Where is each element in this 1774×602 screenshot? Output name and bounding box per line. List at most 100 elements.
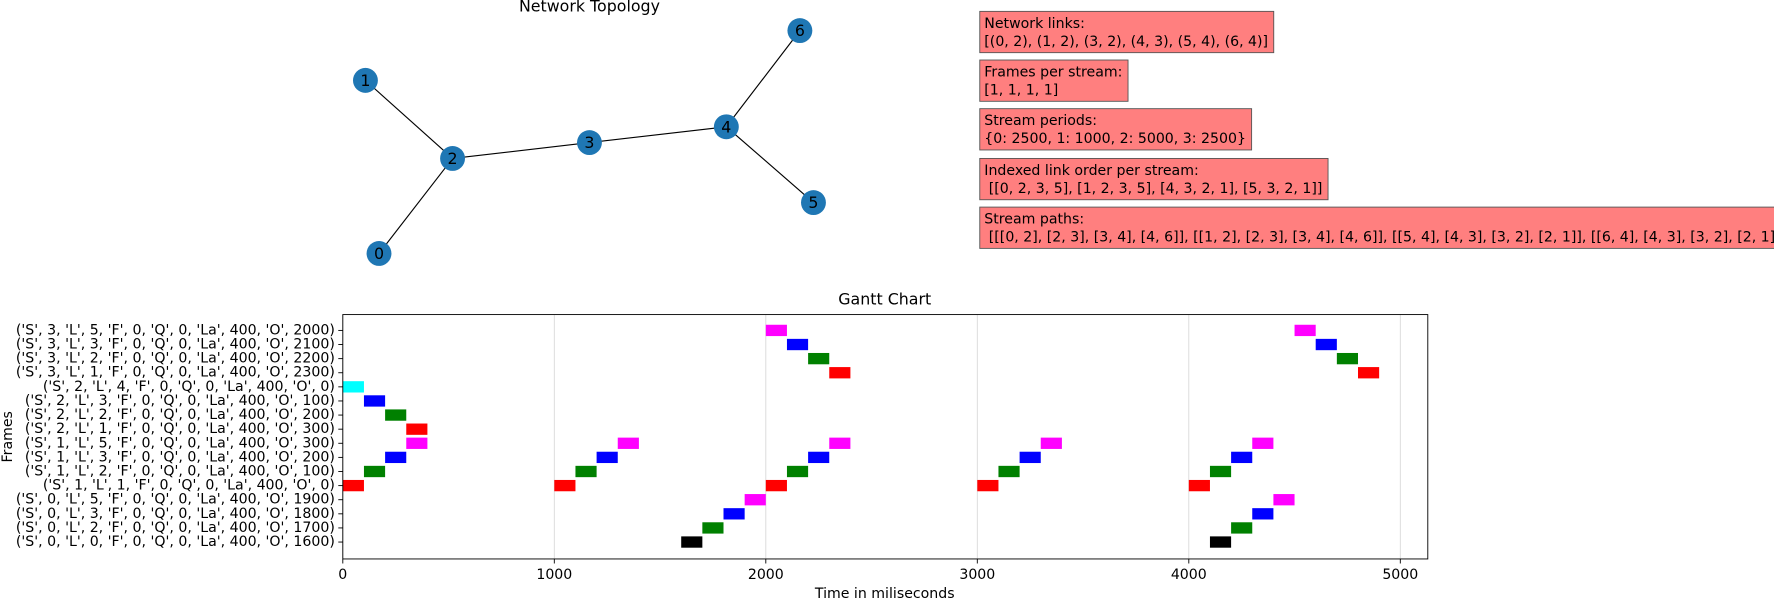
info-box-background (979, 206, 1774, 249)
chart-title: Gantt Chart (838, 289, 931, 308)
node-label: 1 (360, 71, 370, 90)
gantt-bar (1336, 352, 1359, 365)
y-tick-label: ('S', 2, 'L', 3, 'F', 0, 'Q', 0, 'La', 4… (25, 393, 335, 409)
gantt-bar (786, 338, 809, 351)
gantt-bar (1231, 522, 1253, 534)
network-edge (378, 158, 453, 254)
y-tick-label: ('S', 2, 'L', 4, 'F', 0, 'Q', 0, 'La', 4… (43, 379, 335, 395)
gantt-bar (786, 465, 809, 478)
network-node (713, 114, 739, 140)
network-node (352, 67, 378, 93)
gantt-bar (1231, 451, 1253, 464)
y-tick-label: ('S', 2, 'L', 1, 'F', 0, 'Q', 0, 'La', 4… (25, 421, 335, 437)
node-label: 6 (795, 21, 805, 40)
gantt-bar (1252, 508, 1274, 520)
y-tick-label: ('S', 3, 'L', 5, 'F', 0, 'Q', 0, 'La', 4… (16, 322, 335, 338)
node-label: 5 (808, 193, 818, 212)
y-tick-label: ('S', 0, 'L', 3, 'F', 0, 'Q', 0, 'La', 4… (16, 506, 335, 522)
gantt-bar (681, 536, 703, 548)
gantt-bar (829, 437, 851, 449)
network-node (801, 190, 826, 216)
gantt-bar (1019, 451, 1041, 464)
info-box-title: Stream periods: (984, 113, 1097, 129)
network-edge (725, 126, 814, 203)
info-box-text: {0: 2500, 1: 1000, 2: 5000, 3: 2500} (984, 131, 1246, 147)
gantt-bar (1040, 437, 1062, 449)
gantt-bar (575, 465, 597, 478)
info-box-text: [(0, 2), (1, 2), (3, 2), (4, 3), (5, 4),… (984, 34, 1268, 50)
plot-frame (342, 314, 1429, 560)
info-box-title: Stream paths: (984, 212, 1084, 228)
x-tick-label: 0 (338, 567, 347, 583)
y-tick-label: ('S', 3, 'L', 1, 'F', 0, 'Q', 0, 'La', 4… (16, 365, 335, 381)
gantt-bar (998, 465, 1020, 478)
gantt-bar (363, 465, 386, 478)
network-edge (452, 142, 590, 160)
node-label: 4 (721, 117, 731, 136)
network-node (366, 241, 392, 266)
y-tick-label: ('S', 0, 'L', 2, 'F', 0, 'Q', 0, 'La', 4… (16, 520, 335, 536)
gantt-bar (829, 367, 851, 379)
gantt-bar (554, 479, 576, 492)
node-label: 0 (374, 244, 384, 263)
x-tick-label: 4000 (1171, 567, 1207, 583)
info-box-background (979, 10, 1275, 54)
y-tick-label: ('S', 3, 'L', 2, 'F', 0, 'Q', 0, 'La', 4… (16, 351, 335, 367)
info-box-background (979, 157, 1329, 201)
gantt-bar (342, 479, 364, 492)
gantt-bar (977, 479, 999, 492)
info-box: Stream periods: {0: 2500, 1: 1000, 2: 500… (979, 108, 1253, 151)
network-edge (725, 30, 801, 128)
gantt-bar (596, 451, 618, 464)
gantt-bar (1252, 437, 1274, 449)
network-edge (589, 126, 727, 144)
info-box-background (979, 108, 1253, 151)
info-box: Indexed link order per stream: [[0, 2, 3… (979, 157, 1329, 201)
network-edge (365, 79, 453, 159)
network-node (440, 146, 465, 171)
x-tick-label: 2000 (748, 567, 784, 583)
y-tick-label: ('S', 1, 'L', 3, 'F', 0, 'Q', 0, 'La', 4… (25, 449, 335, 465)
gantt-bar (385, 451, 407, 464)
node-label: 3 (584, 133, 594, 152)
gantt-bar (808, 352, 830, 365)
gantt-bar (363, 395, 386, 407)
info-box-title: Network links: (984, 16, 1085, 32)
y-tick-label: ('S', 1, 'L', 2, 'F', 0, 'Q', 0, 'La', 4… (25, 463, 335, 479)
gantt-bar (385, 409, 407, 421)
info-box: Frames per stream: [1, 1, 1, 1] (979, 59, 1129, 102)
network-node (577, 130, 602, 156)
x-axis-label: Time in miliseconds (814, 586, 955, 602)
y-tick-label: ('S', 3, 'L', 3, 'F', 0, 'Q', 0, 'La', 4… (16, 337, 335, 353)
gantt-bar (1358, 367, 1380, 379)
network-node (787, 18, 813, 44)
info-box-title: Indexed link order per stream: (984, 163, 1198, 179)
x-tick-label: 5000 (1382, 567, 1418, 583)
gantt-bar (765, 479, 787, 492)
y-tick-label: ('S', 1, 'L', 5, 'F', 0, 'Q', 0, 'La', 4… (25, 435, 335, 451)
gantt-bar (342, 381, 364, 393)
info-box-text: [[[0, 2], [2, 3], [3, 4], [4, 6]], [[1, … (984, 230, 1774, 246)
gantt-bar (1209, 536, 1232, 548)
gantt-bar (765, 324, 787, 337)
info-box: Stream paths: [[[0, 2], [2, 3], [3, 4], … (979, 206, 1774, 249)
info-box: Network links: [(0, 2), (1, 2), (3, 2), (… (979, 10, 1275, 54)
gantt-bar (1315, 338, 1337, 351)
gantt-bar (808, 451, 830, 464)
y-axis-label: Frames (0, 411, 16, 462)
gantt-bar (617, 437, 639, 449)
gantt-bar (744, 494, 766, 506)
info-box-text: [[0, 2, 3, 5], [1, 2, 3, 5], [4, 3, 2, 1… (984, 181, 1322, 197)
gantt-bar (1188, 479, 1210, 492)
y-tick-label: ('S', 0, 'L', 5, 'F', 0, 'Q', 0, 'La', 4… (16, 492, 335, 508)
x-tick-label: 3000 (959, 567, 995, 583)
info-box-background (979, 59, 1129, 102)
gantt-bar (1209, 465, 1232, 478)
node-label: 2 (448, 149, 458, 168)
network-title: Network Topology (519, 0, 660, 15)
gantt-bar (1294, 324, 1316, 337)
y-tick-label: ('S', 0, 'L', 0, 'F', 0, 'Q', 0, 'La', 4… (16, 534, 335, 550)
x-tick-label: 1000 (536, 567, 572, 583)
info-box-title: Frames per stream: (984, 64, 1122, 80)
